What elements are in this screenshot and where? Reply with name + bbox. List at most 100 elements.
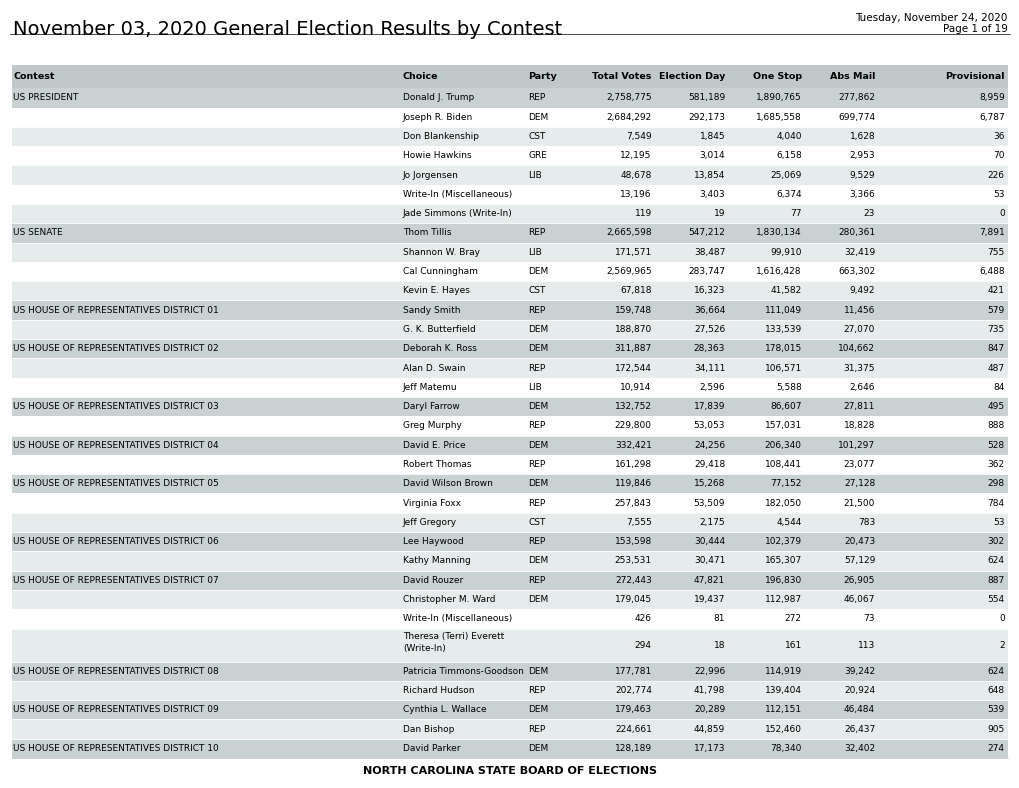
Text: 1,890,765: 1,890,765 [755, 94, 801, 102]
Text: 153,598: 153,598 [613, 537, 651, 546]
Bar [12, 532, 1007, 552]
Bar [12, 320, 1007, 339]
Text: David Parker: David Parker [403, 744, 460, 753]
Text: 13,854: 13,854 [693, 170, 725, 180]
Bar [12, 281, 1007, 300]
Text: US HOUSE OF REPRESENTATIVES DISTRICT 03: US HOUSE OF REPRESENTATIVES DISTRICT 03 [13, 402, 219, 411]
Text: 3,403: 3,403 [699, 190, 725, 199]
Text: DEM: DEM [528, 325, 548, 334]
Text: 29,418: 29,418 [693, 460, 725, 469]
Text: 253,531: 253,531 [614, 556, 651, 566]
Text: Shannon W. Bray: Shannon W. Bray [403, 247, 479, 257]
Text: 905: 905 [986, 725, 1004, 734]
Text: 2,684,292: 2,684,292 [606, 113, 651, 121]
Text: 274: 274 [986, 744, 1004, 753]
Text: 272,443: 272,443 [614, 576, 651, 585]
Text: LIB: LIB [528, 170, 541, 180]
Text: 311,887: 311,887 [613, 344, 651, 353]
Text: US HOUSE OF REPRESENTATIVES DISTRICT 07: US HOUSE OF REPRESENTATIVES DISTRICT 07 [13, 576, 219, 585]
Text: 277,862: 277,862 [838, 94, 874, 102]
Text: 624: 624 [986, 667, 1004, 676]
Text: US HOUSE OF REPRESENTATIVES DISTRICT 08: US HOUSE OF REPRESENTATIVES DISTRICT 08 [13, 667, 219, 676]
Text: Joseph R. Biden: Joseph R. Biden [403, 113, 473, 121]
Bar [12, 609, 1007, 629]
Text: DEM: DEM [528, 402, 548, 411]
Text: 2,596: 2,596 [699, 383, 725, 392]
Text: REP: REP [528, 686, 545, 695]
Text: David Wilson Brown: David Wilson Brown [403, 479, 492, 489]
Bar [12, 571, 1007, 590]
Text: 17,839: 17,839 [693, 402, 725, 411]
Text: 86,607: 86,607 [769, 402, 801, 411]
Text: 53: 53 [993, 190, 1004, 199]
Text: 547,212: 547,212 [688, 229, 725, 237]
Text: 159,748: 159,748 [614, 306, 651, 314]
Text: 294: 294 [634, 641, 651, 649]
Text: Total Votes: Total Votes [592, 72, 651, 81]
Text: 111,049: 111,049 [764, 306, 801, 314]
Text: 46,484: 46,484 [843, 705, 874, 714]
Text: 106,571: 106,571 [763, 363, 801, 373]
Text: REP: REP [528, 725, 545, 734]
Text: Theresa (Terri) Everett
(Write-In): Theresa (Terri) Everett (Write-In) [403, 633, 503, 652]
Text: 128,189: 128,189 [614, 744, 651, 753]
Text: 206,340: 206,340 [764, 440, 801, 450]
Text: US HOUSE OF REPRESENTATIVES DISTRICT 05: US HOUSE OF REPRESENTATIVES DISTRICT 05 [13, 479, 219, 489]
Text: 41,798: 41,798 [693, 686, 725, 695]
Text: Write-In (Miscellaneous): Write-In (Miscellaneous) [403, 615, 512, 623]
Bar [12, 662, 1007, 681]
Text: 539: 539 [986, 705, 1004, 714]
Text: 784: 784 [986, 499, 1004, 507]
Bar [12, 88, 1007, 107]
Text: 53: 53 [993, 518, 1004, 527]
Text: 528: 528 [986, 440, 1004, 450]
Text: Kevin E. Hayes: Kevin E. Hayes [403, 286, 470, 296]
Text: 18: 18 [713, 641, 725, 649]
Bar [12, 165, 1007, 184]
Text: 22,996: 22,996 [693, 667, 725, 676]
Text: 2,175: 2,175 [699, 518, 725, 527]
Text: 2: 2 [998, 641, 1004, 649]
Text: 229,800: 229,800 [614, 422, 651, 430]
Text: 133,539: 133,539 [763, 325, 801, 334]
Bar [12, 127, 1007, 146]
Text: 1,830,134: 1,830,134 [755, 229, 801, 237]
Text: One Stop: One Stop [752, 72, 801, 81]
Text: November 03, 2020 General Election Results by Contest: November 03, 2020 General Election Resul… [13, 20, 561, 39]
Text: 272: 272 [784, 615, 801, 623]
Text: 9,529: 9,529 [849, 170, 874, 180]
Text: 41,582: 41,582 [769, 286, 801, 296]
Bar [12, 701, 1007, 719]
Text: 57,129: 57,129 [843, 556, 874, 566]
Text: 16,323: 16,323 [693, 286, 725, 296]
Bar [12, 493, 1007, 513]
Text: 3,014: 3,014 [699, 151, 725, 160]
Text: 8,959: 8,959 [978, 94, 1004, 102]
Text: 178,015: 178,015 [763, 344, 801, 353]
Text: 224,661: 224,661 [614, 725, 651, 734]
Text: 24,256: 24,256 [693, 440, 725, 450]
Text: 17,173: 17,173 [693, 744, 725, 753]
Text: 104,662: 104,662 [838, 344, 874, 353]
Text: 6,158: 6,158 [775, 151, 801, 160]
Text: 23,077: 23,077 [843, 460, 874, 469]
Text: 26,905: 26,905 [843, 576, 874, 585]
Text: 4,040: 4,040 [775, 132, 801, 141]
Text: 152,460: 152,460 [764, 725, 801, 734]
Text: REP: REP [528, 363, 545, 373]
Text: 4,544: 4,544 [775, 518, 801, 527]
Text: 663,302: 663,302 [838, 267, 874, 276]
Text: REP: REP [528, 94, 545, 102]
Text: 6,488: 6,488 [978, 267, 1004, 276]
Text: LIB: LIB [528, 383, 541, 392]
Text: US SENATE: US SENATE [13, 229, 63, 237]
Text: Provisional: Provisional [945, 72, 1004, 81]
Text: Tuesday, November 24, 2020: Tuesday, November 24, 2020 [855, 13, 1007, 24]
Text: David Rouzer: David Rouzer [403, 576, 463, 585]
Text: 9,492: 9,492 [849, 286, 874, 296]
Text: 7,891: 7,891 [978, 229, 1004, 237]
Text: 3,366: 3,366 [849, 190, 874, 199]
Text: 13,196: 13,196 [620, 190, 651, 199]
Text: 7,555: 7,555 [626, 518, 651, 527]
Text: 0: 0 [998, 615, 1004, 623]
